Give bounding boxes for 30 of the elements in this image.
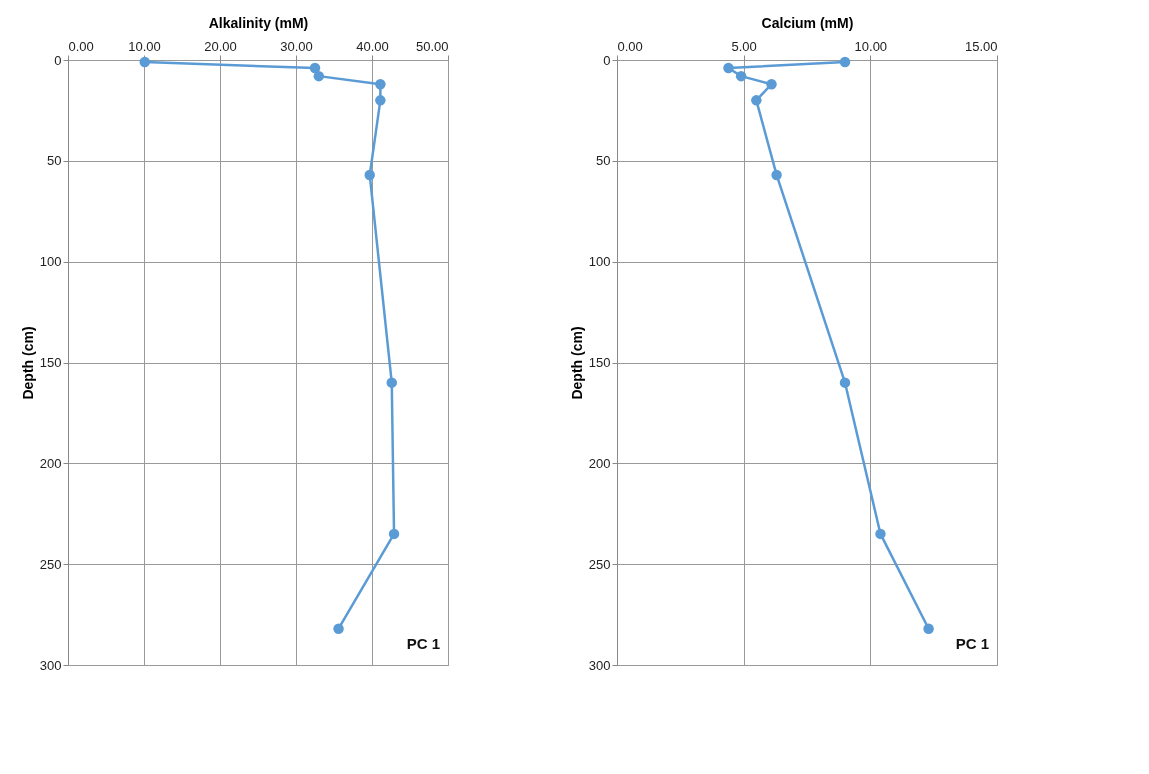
- y-tick-label: 150: [39, 355, 62, 370]
- x-tick-label: 20.00: [204, 38, 237, 54]
- annotation: PC 1: [955, 635, 989, 652]
- x-tick-label: 0.00: [617, 38, 643, 54]
- x-tick-label: 0.00: [68, 38, 94, 54]
- y-axis-title: Depth (cm): [19, 326, 36, 400]
- y-tick-label: 200: [39, 455, 62, 471]
- x-tick-label: 10.00: [128, 38, 161, 54]
- annotation: PC 1: [406, 635, 440, 652]
- x-tick-label: 5.00: [731, 38, 757, 54]
- x-axis-title: Calcium (mM): [761, 14, 854, 31]
- x-axis-title: Alkalinity (mM): [208, 14, 309, 31]
- x-tick-label: 10.00: [854, 38, 888, 54]
- y-tick-label: 200: [588, 455, 611, 471]
- y-tick-label: 0: [603, 52, 611, 68]
- y-axis-title: Depth (cm): [568, 326, 585, 400]
- y-tick-label: 300: [588, 657, 611, 673]
- y-tick-label: 100: [588, 254, 611, 270]
- y-tick-label: 150: [588, 355, 611, 370]
- y-tick-label: 250: [588, 556, 611, 572]
- y-tick-label: 300: [39, 657, 62, 673]
- y-tick-label: 250: [39, 556, 62, 572]
- y-tick-label: 0: [54, 52, 62, 68]
- y-tick-label: 100: [39, 254, 62, 270]
- y-tick-label: 50: [47, 153, 62, 169]
- x-tick-label: 15.00: [964, 38, 998, 54]
- x-tick-label: 40.00: [356, 38, 389, 54]
- y-tick-label: 50: [596, 153, 611, 169]
- x-tick-label: 30.00: [280, 38, 313, 54]
- x-tick-label: 50.00: [415, 38, 449, 54]
